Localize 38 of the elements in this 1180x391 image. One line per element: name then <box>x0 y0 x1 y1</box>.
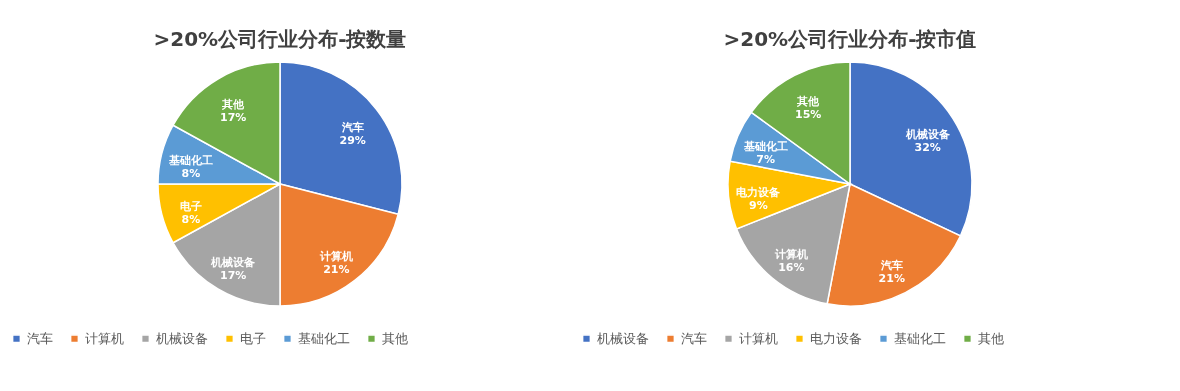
legend-label: 机械设备 <box>156 330 208 346</box>
data-label: 16% <box>778 260 805 274</box>
data-label: 17% <box>220 269 247 283</box>
slice-label: 计算机 <box>318 249 353 263</box>
slice-label: 基础化工 <box>167 154 213 168</box>
legend-label: 基础化工 <box>298 330 350 346</box>
data-label: 9% <box>749 198 768 212</box>
slice-label: 电子 <box>179 199 202 213</box>
legend-label: 计算机 <box>85 330 124 346</box>
slice-label: 汽车 <box>879 258 903 272</box>
chart-title: >20%公司行业分布-按市值 <box>723 27 977 51</box>
slice-label: 电力设备 <box>736 185 781 199</box>
slice-label: 计算机 <box>773 247 808 261</box>
chart-title: >20%公司行业分布-按数量 <box>153 27 407 51</box>
legend-label: 计算机 <box>739 330 778 346</box>
data-label: 8% <box>181 167 201 181</box>
data-label: 32% <box>914 140 941 154</box>
data-label: 29% <box>339 133 366 147</box>
legend-label: 汽车 <box>27 330 53 346</box>
legend-label: 电力设备 <box>810 330 862 346</box>
slice-label: 基础化工 <box>742 140 788 154</box>
data-label: 8% <box>181 212 201 226</box>
data-label: 15% <box>795 108 822 122</box>
legend-label: 机械设备 <box>597 330 649 346</box>
data-label: 7% <box>756 153 775 167</box>
legend-label: 基础化工 <box>894 330 946 346</box>
legend-label: 汽车 <box>681 330 707 346</box>
slice-label: 其他 <box>796 95 821 109</box>
legend-label: 电子 <box>240 330 266 346</box>
slice-label: 机械设备 <box>904 127 950 141</box>
data-label: 17% <box>220 110 247 124</box>
slice-label: 机械设备 <box>210 256 256 270</box>
data-label: 21% <box>323 262 350 276</box>
legend-label: 其他 <box>382 330 408 346</box>
slice-label: 汽车 <box>340 120 364 134</box>
data-label: 21% <box>878 271 905 285</box>
slice-label: 其他 <box>221 97 246 111</box>
legend-label: 其他 <box>978 330 1004 346</box>
